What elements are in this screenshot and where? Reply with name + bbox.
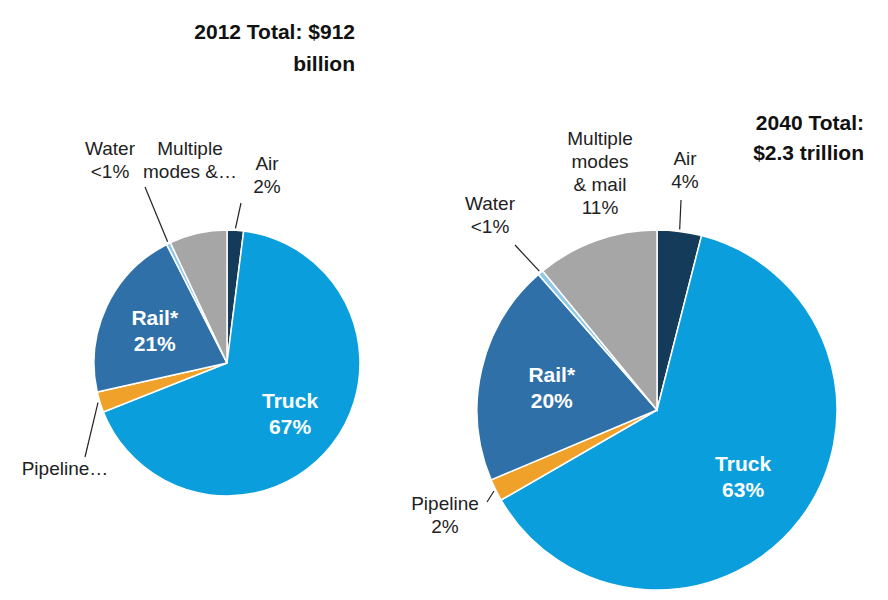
svg-text:67%: 67% [269,415,311,438]
svg-text:4%: 4% [671,171,699,192]
svg-text:11%: 11% [582,197,619,218]
svg-text:Air: Air [255,153,279,174]
svg-text:& mail: & mail [574,174,627,195]
svg-text:<1%: <1% [471,216,510,237]
svg-text:Rail*: Rail* [131,306,179,329]
svg-text:Truck: Truck [262,389,318,412]
svg-text:Water: Water [85,138,136,159]
svg-text:Air: Air [673,148,697,169]
html-text:2012 Total: $912 billion: 2012 Total: $912 billion [194,20,355,75]
svg-text:modes: modes [571,151,628,172]
svg-text:Multiple: Multiple [567,128,632,149]
svg-text:Pipeline…: Pipeline… [22,458,109,479]
svg-text:Rail*: Rail* [528,363,576,386]
svg-text:21%: 21% [134,332,176,355]
svg-text:2%: 2% [253,176,281,197]
html-text:2040 Total: $2.3 trillion: 2040 Total: $2.3 trillion [753,111,864,164]
svg-text:Truck: Truck [715,452,771,475]
svg-text:modes &…: modes &… [143,161,237,182]
svg-text:63%: 63% [722,478,764,501]
svg-text:Pipeline: Pipeline [411,493,479,514]
svg-text:Water: Water [465,193,516,214]
svg-text:<1%: <1% [91,161,130,182]
svg-text:20%: 20% [531,389,573,412]
svg-text:2%: 2% [431,516,459,537]
svg-text:Multiple: Multiple [157,138,222,159]
